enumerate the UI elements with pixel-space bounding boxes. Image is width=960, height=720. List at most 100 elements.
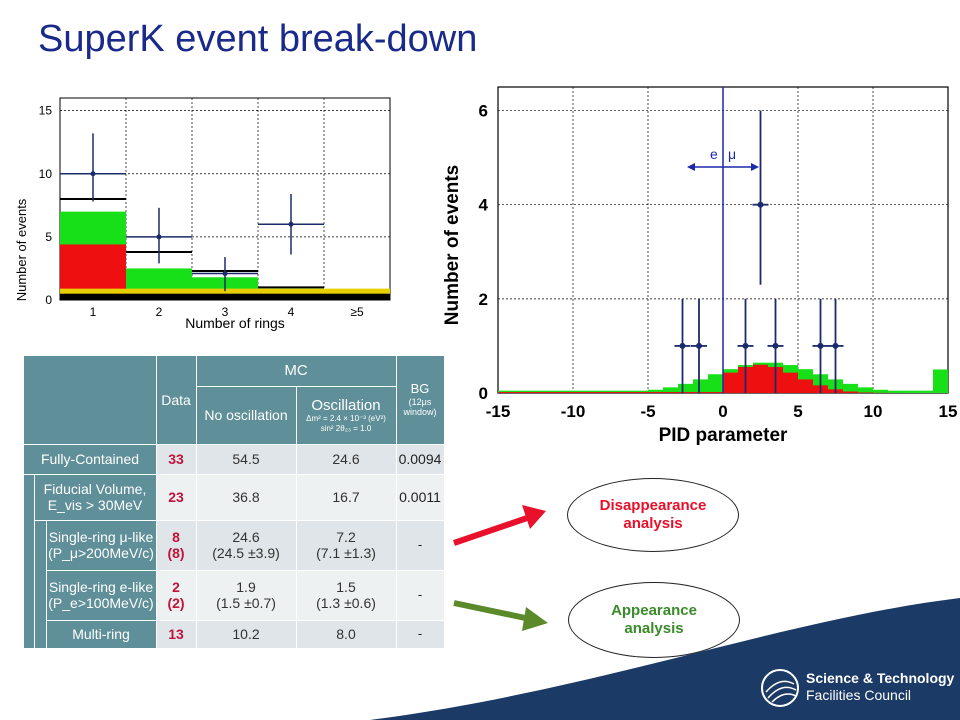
mc-red bbox=[798, 379, 813, 393]
row-fully-contained-label: Fully-Contained bbox=[40, 450, 140, 467]
mc-green bbox=[693, 379, 708, 393]
mc-green bbox=[843, 383, 858, 393]
row-fc-bg: 0.0094 bbox=[396, 444, 444, 474]
mu-osc-2: (7.1 ±1.3) bbox=[316, 545, 376, 561]
mc-red bbox=[498, 392, 513, 393]
mu-data-1: 8 bbox=[172, 528, 180, 545]
y-axis-label: Number of events bbox=[442, 165, 463, 325]
mc-red bbox=[603, 392, 618, 393]
dis-line-2: analysis bbox=[623, 515, 683, 532]
rings-histogram: 0 5 10 15 1 2 3 4 ≥5 Number of events Number of … bbox=[14, 97, 391, 331]
mc-red bbox=[633, 392, 648, 393]
green-arrow-shaft bbox=[453, 600, 531, 622]
grid-line bbox=[46, 570, 444, 571]
cut-arrow-head-right bbox=[751, 163, 759, 171]
x-tick-label: 15 bbox=[939, 402, 958, 421]
mc-red bbox=[513, 392, 528, 393]
mc-green bbox=[708, 374, 723, 393]
x-axis-label: Number of rings bbox=[185, 315, 285, 331]
header-mc: MC bbox=[284, 362, 308, 380]
x-tick-label: 4 bbox=[288, 305, 295, 319]
row-mr-osc: 8.0 bbox=[296, 620, 396, 648]
mc-green bbox=[933, 369, 948, 393]
mc-green bbox=[858, 387, 873, 393]
e-data-2: (2) bbox=[167, 595, 185, 611]
annotation-e: e bbox=[710, 146, 718, 162]
mc-red bbox=[588, 392, 603, 393]
mc-green bbox=[603, 390, 618, 393]
grid-line bbox=[156, 356, 157, 648]
page-title: SuperK event break-down bbox=[38, 18, 478, 60]
mc-red bbox=[708, 392, 723, 393]
appearance-bubble: Appearance analysis bbox=[568, 582, 740, 658]
grid-line bbox=[296, 386, 297, 648]
e-line-1: Single-ring e-like bbox=[48, 578, 154, 595]
grid-line bbox=[196, 356, 197, 648]
row-mr-bg: - bbox=[396, 620, 444, 648]
header-no-osc: No oscillation bbox=[204, 406, 288, 423]
red-arrow-shaft bbox=[453, 514, 531, 546]
arrows bbox=[453, 505, 548, 631]
grid-line bbox=[46, 620, 444, 621]
data-point bbox=[696, 342, 702, 349]
y-tick-label: 10 bbox=[39, 167, 53, 181]
mu-osc-1: 7.2 bbox=[336, 528, 356, 545]
e-noosc-2: (1.5 ±0.7) bbox=[216, 595, 276, 611]
mc-green bbox=[888, 390, 903, 393]
row-mr-no-osc: 10.2 bbox=[196, 620, 296, 648]
row-e-like-label: Single-ring e-like (P_e>100MeV/c) bbox=[46, 570, 156, 620]
osc-params-1: Δm² = 2.4 × 10⁻³ (eV²) bbox=[306, 414, 386, 424]
green-arrow-head bbox=[522, 607, 548, 631]
mu-data-2: (8) bbox=[167, 545, 185, 561]
mc-green bbox=[543, 390, 558, 393]
row-fv-no-osc: 36.8 bbox=[196, 474, 296, 520]
mc-red bbox=[858, 392, 873, 393]
mc-red bbox=[543, 392, 558, 393]
mc-red bbox=[648, 392, 663, 393]
bar-black bbox=[60, 293, 126, 300]
mc-green bbox=[918, 390, 933, 393]
mc-red bbox=[753, 364, 768, 393]
bar-black bbox=[258, 293, 324, 300]
row-mu-like-label: Single-ring μ-like (P_μ>200MeV/c) bbox=[46, 520, 156, 570]
mc-green bbox=[528, 390, 543, 393]
grid-line bbox=[24, 444, 444, 445]
grid-line bbox=[46, 520, 47, 648]
row-mu-osc: 7.2 (7.1 ±1.3) bbox=[296, 520, 396, 570]
row-fv-osc: 16.7 bbox=[296, 474, 396, 520]
header-osc: Oscillation Δm² = 2.4 × 10⁻³ (eV²) sin² … bbox=[296, 386, 396, 444]
x-tick-label: 3 bbox=[222, 305, 229, 319]
y-tick-label: 2 bbox=[479, 290, 488, 309]
y-tick-label: 0 bbox=[479, 384, 488, 403]
mu-noosc-2: (24.5 ±3.9) bbox=[212, 545, 280, 561]
mc-green bbox=[678, 383, 693, 393]
bg-title: BG bbox=[410, 381, 430, 397]
y-tick-label: 15 bbox=[39, 104, 53, 118]
row-fiducial-label: Fiducial Volume, E_vis > 30MeV bbox=[34, 474, 156, 520]
data-point bbox=[156, 234, 162, 240]
e-osc-2: (1.3 ±0.6) bbox=[316, 595, 376, 611]
e-data-1: 2 bbox=[172, 578, 180, 595]
x-tick-label: 5 bbox=[793, 402, 802, 421]
osc-title: Oscillation bbox=[311, 397, 381, 415]
data-point bbox=[742, 342, 749, 349]
event-table: Data MC No oscillation Oscillation Δm² =… bbox=[24, 356, 444, 648]
mc-green bbox=[618, 390, 633, 393]
mc-red bbox=[783, 372, 798, 393]
app-line-1: Appearance bbox=[611, 602, 697, 619]
fiducial-line-2: E_vis > 30MeV bbox=[47, 497, 143, 513]
x-tick-label: 2 bbox=[156, 305, 163, 319]
mc-red bbox=[678, 392, 693, 393]
stfc-logo-text: Science & Technology Facilities Council bbox=[806, 670, 954, 704]
mc-red bbox=[693, 392, 708, 393]
row-e-data: 2 (2) bbox=[156, 570, 196, 620]
row-mu-no-osc: 24.6 (24.5 ±3.9) bbox=[196, 520, 296, 570]
row-fv-bg: 0.0011 bbox=[396, 474, 444, 520]
row-mr-data: 13 bbox=[156, 620, 196, 648]
mc-green bbox=[873, 389, 888, 393]
row-fc-data: 33 bbox=[156, 444, 196, 474]
app-line-2: analysis bbox=[624, 620, 684, 637]
data-point bbox=[679, 342, 686, 349]
x-tick-label: 10 bbox=[864, 402, 883, 421]
grid-line bbox=[24, 474, 444, 475]
